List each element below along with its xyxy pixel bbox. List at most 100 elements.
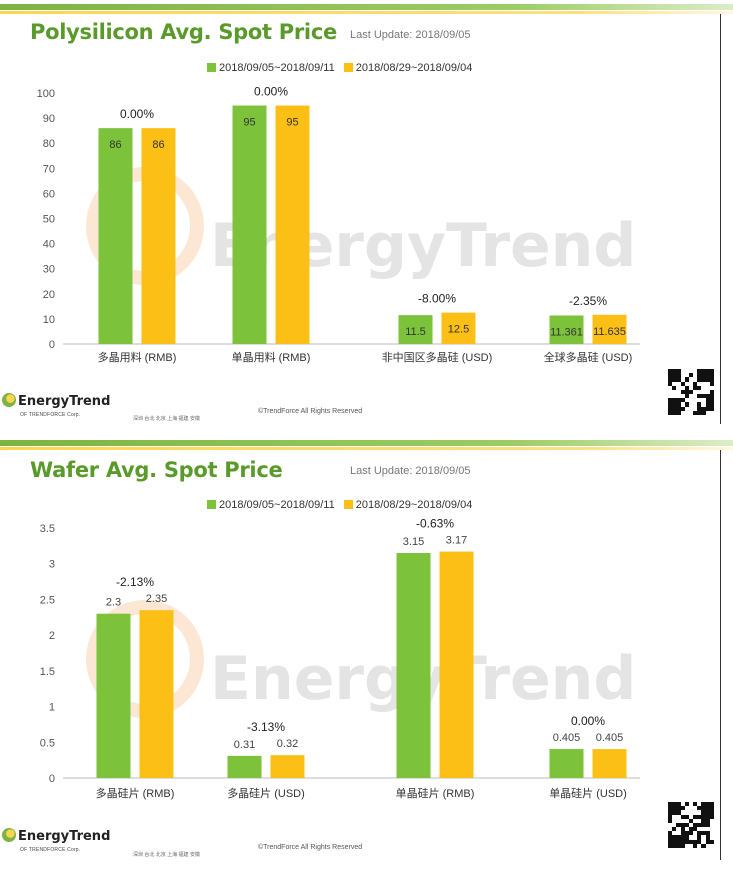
legend-label-previous: 2018/08/29~2018/09/04	[355, 62, 473, 74]
y-tick-label: 2.5	[40, 594, 55, 606]
legend-label-previous: 2018/08/29~2018/09/04	[355, 499, 473, 511]
last-update: Last Update: 2018/09/05	[350, 29, 471, 41]
change-percent-label: -8.00%	[418, 292, 456, 306]
qr-cell	[680, 814, 685, 819]
qr-cell	[705, 406, 710, 411]
wafer-panel: Wafer Avg. Spot Price Last Update: 2018/…	[0, 436, 733, 872]
qr-cell	[705, 810, 710, 815]
qr-cell	[668, 831, 673, 836]
qr-cell	[701, 818, 706, 823]
qr-cell	[672, 806, 677, 811]
qr-cell	[705, 835, 710, 840]
header-stripe	[0, 440, 733, 446]
bar-value-label: 11.635	[593, 326, 626, 338]
footer-copyright: ©TrendForce All Rights Reserved	[258, 844, 363, 851]
qr-cell	[672, 410, 677, 415]
qr-cell	[668, 373, 673, 378]
y-tick-label: 0	[49, 773, 55, 785]
qr-cell	[697, 831, 702, 836]
x-category-label: 全球多晶硅 (USD)	[544, 350, 633, 364]
qr-cell	[705, 814, 710, 819]
qr-cell	[684, 822, 689, 828]
qr-cell	[672, 373, 677, 378]
qr-cell	[676, 839, 681, 844]
qr-cell	[697, 385, 702, 390]
bar-value-label: 2.3	[106, 597, 121, 609]
qr-cell	[672, 802, 677, 807]
qr-cell	[672, 385, 677, 390]
qr-cell	[676, 835, 681, 840]
qr-cell	[680, 835, 685, 840]
panel-border	[720, 14, 721, 424]
bar-previous	[592, 314, 627, 344]
qr-cell	[701, 406, 706, 411]
bar-value-label: 12.5	[448, 324, 469, 336]
bar-current	[232, 105, 267, 344]
legend-swatch-current	[207, 63, 216, 72]
qr-cell	[705, 369, 710, 374]
footer-copyright: ©TrendForce All Rights Reserved	[258, 408, 363, 415]
legend-swatch-previous	[343, 63, 353, 72]
qr-cell	[668, 810, 673, 815]
qr-cell	[705, 802, 710, 807]
y-tick-label: 3	[49, 559, 55, 571]
qr-cell	[705, 818, 710, 823]
qr-cell	[709, 814, 714, 819]
bar-current	[549, 749, 584, 778]
qr-cell	[684, 402, 689, 407]
qr-cell	[680, 806, 685, 811]
y-tick-label: 90	[43, 113, 55, 125]
legend-item-current: 2018/09/05~2018/09/11	[207, 499, 335, 511]
qr-cell	[693, 814, 698, 819]
change-percent-label: 0.00%	[571, 714, 605, 728]
qr-cell	[684, 394, 689, 399]
y-tick-label: 50	[43, 214, 55, 226]
y-tick-label: 2	[49, 630, 55, 642]
qr-cell	[697, 835, 702, 840]
y-tick-label: 1.5	[40, 666, 55, 678]
qr-cell	[680, 406, 685, 411]
qr-cell	[701, 394, 706, 399]
qr-cell	[676, 377, 681, 382]
qr-cell	[693, 827, 698, 832]
panel-gap	[0, 428, 733, 436]
panel-border	[720, 450, 721, 860]
qr-cell	[705, 398, 710, 403]
change-percent-label: -2.13%	[116, 575, 154, 589]
qr-cell	[680, 827, 685, 832]
qr-cell	[693, 839, 698, 844]
qr-cell	[672, 827, 677, 832]
legend-label-current: 2018/09/05~2018/09/11	[219, 62, 335, 74]
bar-previous	[592, 749, 627, 778]
y-tick-label: 1	[49, 702, 55, 714]
bar-current	[398, 315, 433, 344]
change-percent-label: -2.35%	[569, 294, 607, 308]
y-tick-label: 0	[49, 339, 55, 351]
qr-cell	[701, 410, 706, 415]
footer-brand-sub: OF TRENDFORCE Corp.	[20, 847, 81, 853]
qr-cell	[693, 381, 698, 386]
footer-brand-name: EnergyTrend	[18, 829, 111, 844]
chart-legend: 2018/09/05~2018/09/11 2018/08/29~2018/09…	[207, 499, 478, 511]
qr-cell	[697, 369, 702, 374]
x-category-label: 单晶硅片 (USD)	[549, 787, 627, 800]
qr-cell	[668, 802, 673, 807]
y-tick-label: 40	[43, 239, 55, 251]
qr-cell	[676, 373, 681, 378]
qr-cell	[688, 827, 694, 832]
qr-cell	[672, 835, 677, 840]
qr-cell	[705, 402, 710, 407]
last-update: Last Update: 2018/09/05	[350, 465, 471, 477]
y-tick-label: 10	[43, 314, 55, 326]
bar-value-label: 3.15	[403, 536, 424, 548]
footer-brand-sub: OF TRENDFORCE Corp.	[20, 412, 81, 418]
qr-cell	[709, 810, 714, 815]
qr-cell	[676, 410, 681, 415]
qr-cell	[693, 843, 698, 848]
legend-item-previous: 2018/08/29~2018/09/04	[343, 499, 473, 511]
bar-value-label: 11.5	[405, 326, 426, 338]
qr-cell	[668, 406, 673, 411]
qr-cell	[701, 802, 706, 807]
qr-cell	[684, 802, 689, 807]
qr-cell	[701, 822, 706, 828]
